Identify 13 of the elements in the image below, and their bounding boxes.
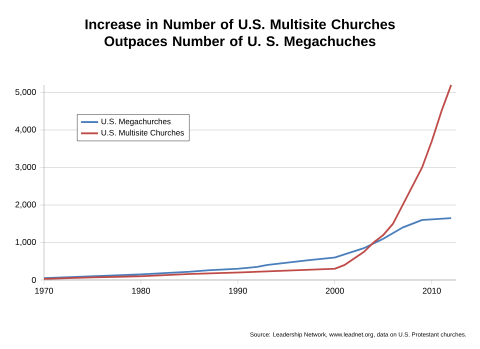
x-tick-label: 2000 <box>326 288 344 294</box>
line-series <box>43 217 452 280</box>
y-tick-label: 1,000 <box>16 239 36 246</box>
x-tick-label: 1970 <box>35 288 54 294</box>
x-tick-label: 2010 <box>422 288 441 294</box>
x-tick-label: 1990 <box>229 288 247 294</box>
x-tick-label: 1980 <box>132 288 150 294</box>
y-tick-label: 5,000 <box>15 89 36 96</box>
y-tick-label: 2,000 <box>15 202 36 208</box>
chart-title: Increase in Number of U.S. Multisite Churches Outpaces Number of U. S. Megachuches <box>86 18 395 49</box>
y-tick-label: 4,000 <box>15 126 36 134</box>
y-tick-label: 3,000 <box>15 164 36 171</box>
y-tick-label: 0 <box>32 277 36 283</box>
